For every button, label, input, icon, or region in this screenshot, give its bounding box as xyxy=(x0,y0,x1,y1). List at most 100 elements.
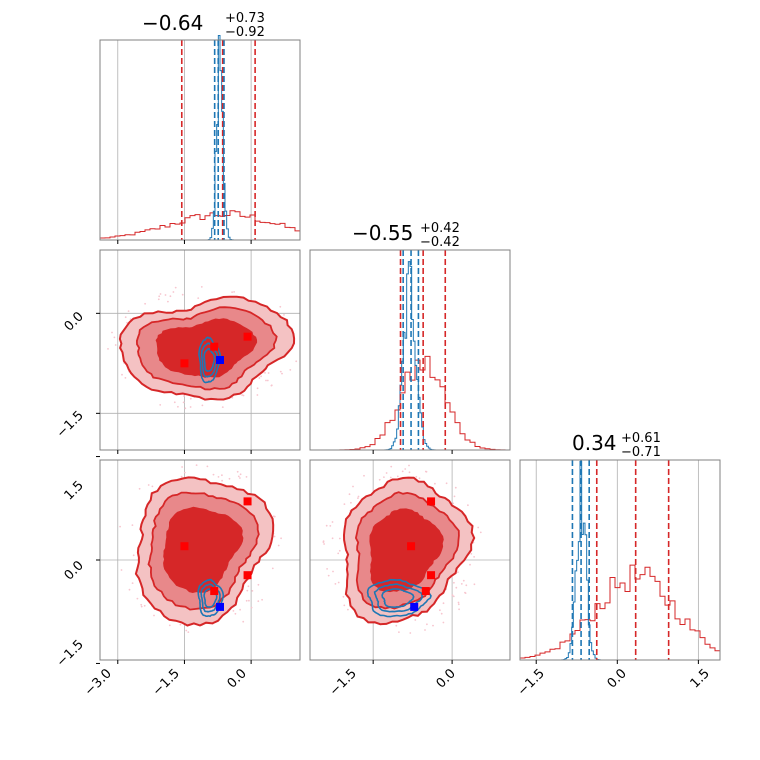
x-tick-labels-col-2: −1.5 0.0 xyxy=(327,666,459,699)
y-tick-label: −1.5 xyxy=(54,408,87,441)
sample-point xyxy=(237,475,240,478)
x-tick-label: 0.0 xyxy=(225,666,250,691)
sample-point xyxy=(119,525,121,528)
sample-point xyxy=(248,599,250,602)
sample-point xyxy=(206,465,209,468)
red-square-marker xyxy=(180,542,189,551)
sample-point xyxy=(329,525,332,527)
sample-point xyxy=(256,387,259,390)
red-square-marker xyxy=(243,497,252,506)
sample-point xyxy=(169,295,172,298)
point-markers xyxy=(180,332,436,611)
title-param-3-upper: +0.61 xyxy=(621,431,661,446)
sample-point xyxy=(357,495,360,498)
sample-point xyxy=(418,477,421,480)
title-param-3-value: 0.34 xyxy=(572,431,617,455)
sample-point xyxy=(343,503,346,505)
x-tick-label: −1.5 xyxy=(515,666,548,699)
sample-point xyxy=(140,605,143,608)
y-tick-labels-row-2: −1.5 0.0 xyxy=(54,309,87,441)
y-tick-label: 0.0 xyxy=(62,309,87,334)
sample-point xyxy=(144,302,147,305)
sample-point xyxy=(458,608,460,611)
sample-point xyxy=(183,471,186,474)
sample-point xyxy=(131,524,134,526)
blue-square-marker xyxy=(216,602,224,611)
sample-point xyxy=(390,465,393,468)
title-param-1-value: −0.64 xyxy=(142,11,203,35)
sample-point xyxy=(231,396,234,399)
sample-point xyxy=(120,569,123,571)
sample-point xyxy=(332,570,334,573)
sample-point xyxy=(342,595,345,598)
sample-point xyxy=(234,612,237,615)
sample-point xyxy=(131,582,134,584)
axes-frames-and-ticks xyxy=(96,39,721,664)
sample-point xyxy=(326,568,328,570)
sample-point xyxy=(251,590,254,592)
y-tick-label: 0.0 xyxy=(62,558,87,583)
sample-point xyxy=(113,336,116,339)
sample-point xyxy=(352,485,354,488)
red-histogram xyxy=(310,355,511,451)
sample-point xyxy=(289,369,292,371)
sample-point xyxy=(241,394,244,396)
red-square-marker xyxy=(427,571,436,580)
sample-point xyxy=(348,493,351,496)
sample-point xyxy=(327,574,330,577)
sample-point xyxy=(173,401,176,404)
sample-point xyxy=(409,632,412,634)
sample-point xyxy=(257,583,260,586)
sample-point xyxy=(350,501,352,504)
sample-point xyxy=(337,552,340,555)
blue-histogram xyxy=(100,34,300,241)
sample-point xyxy=(479,531,482,534)
sample-point xyxy=(239,608,242,611)
sample-point xyxy=(396,475,399,478)
joint-density-param-1-vs-2 xyxy=(100,250,300,450)
title-param-3: 0.34 +0.61 −0.71 xyxy=(572,431,661,460)
sample-point xyxy=(242,394,245,397)
sample-point xyxy=(136,597,139,600)
title-param-1-upper: +0.73 xyxy=(225,11,265,26)
sample-point xyxy=(245,599,248,602)
red-square-marker xyxy=(180,359,189,368)
sample-point xyxy=(247,585,250,588)
axes-frame xyxy=(309,249,511,451)
sample-point xyxy=(111,331,113,334)
blue-histogram xyxy=(310,261,510,451)
sample-point xyxy=(179,623,182,626)
sample-point xyxy=(172,291,175,293)
sample-point xyxy=(231,291,234,293)
sample-point xyxy=(228,477,231,480)
sample-point xyxy=(279,370,282,373)
sample-point xyxy=(442,602,445,605)
sample-point xyxy=(157,298,160,301)
sample-point xyxy=(295,360,298,363)
sample-point xyxy=(246,589,249,592)
sample-point xyxy=(442,621,445,624)
sample-point xyxy=(280,537,282,540)
sample-point xyxy=(473,583,476,586)
sample-point xyxy=(143,604,146,607)
sample-point xyxy=(138,487,141,490)
sample-point xyxy=(281,372,283,375)
sample-point xyxy=(124,316,127,319)
sample-point xyxy=(372,489,375,491)
sample-point xyxy=(383,476,385,478)
sample-point xyxy=(408,471,411,474)
red-square-marker xyxy=(407,542,416,551)
sample-point xyxy=(465,584,468,587)
sample-point xyxy=(164,294,167,296)
blue-density-contour xyxy=(197,578,225,618)
sample-point xyxy=(174,286,177,289)
red-density-contour xyxy=(369,508,444,593)
sample-point xyxy=(424,629,426,631)
y-tick-label: −1.5 xyxy=(54,637,87,670)
sample-point xyxy=(242,620,245,623)
marginal-histogram-param-2 xyxy=(310,250,511,451)
sample-point xyxy=(453,495,456,498)
x-tick-label: −3.0 xyxy=(82,666,115,699)
sample-point xyxy=(460,583,463,585)
